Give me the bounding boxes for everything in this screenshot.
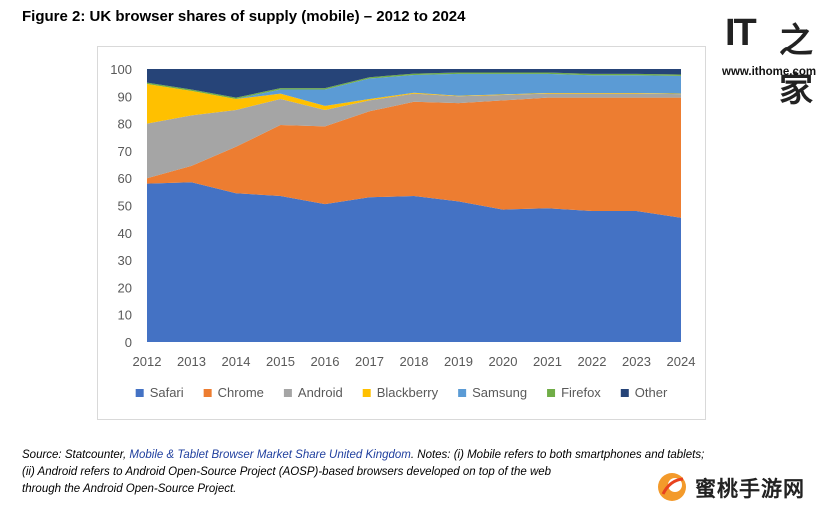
- x-tick-2012: 2012: [133, 354, 162, 369]
- y-tick-10: 10: [118, 308, 132, 323]
- peach-logo-icon: [658, 473, 686, 501]
- legend-swatch-blackberry: [362, 389, 371, 397]
- x-tick-2018: 2018: [400, 354, 429, 369]
- legend-swatch-other: [620, 389, 629, 397]
- x-tick-2024: 2024: [667, 354, 696, 369]
- legend-label-blackberry: Blackberry: [377, 385, 439, 400]
- legend-item-firefox: Firefox: [547, 385, 601, 400]
- x-tick-2014: 2014: [222, 354, 251, 369]
- ithome-logo-mark: 之家: [779, 21, 813, 110]
- area-blackberry: [147, 84, 681, 124]
- legend-label-safari: Safari: [150, 385, 184, 400]
- area-safari: [147, 182, 681, 342]
- legend-label-firefox: Firefox: [561, 385, 601, 400]
- ithome-brand: IT 之家 www.ithome.com: [722, 8, 834, 110]
- legend-label-android: Android: [298, 385, 343, 400]
- legend-item-android: Android: [283, 385, 343, 400]
- area-samsung: [147, 73, 681, 106]
- figure-title: Figure 2: UK browser shares of supply (m…: [22, 8, 466, 25]
- legend-swatch-firefox: [547, 389, 556, 397]
- legend-label-samsung: Samsung: [472, 385, 527, 400]
- ithome-logo-text: IT: [725, 12, 757, 54]
- source-link[interactable]: Mobile & Tablet Browser Market Share Uni…: [129, 449, 411, 461]
- x-tick-2016: 2016: [311, 354, 340, 369]
- legend-label-chrome: Chrome: [218, 385, 264, 400]
- y-tick-90: 90: [118, 89, 132, 104]
- x-axis-ticks: 2012 2013 2014 2015 2016 2017 2018 2019 2020 2021…: [133, 354, 696, 369]
- legend-swatch-chrome: [203, 389, 212, 397]
- chart-legend: Safari Chrome Android Blackberry Samsung Fire…: [135, 385, 668, 400]
- y-tick-100: 100: [110, 62, 132, 77]
- legend-item-blackberry: Blackberry: [362, 385, 439, 400]
- x-tick-2015: 2015: [266, 354, 295, 369]
- legend-item-chrome: Chrome: [203, 385, 264, 400]
- legend-swatch-samsung: [458, 389, 467, 397]
- ithome-url: www.ithome.com: [722, 66, 817, 78]
- site-watermark: 蜜桃手游网: [655, 470, 825, 504]
- y-tick-0: 0: [125, 335, 132, 350]
- area-chrome: [147, 97, 681, 218]
- legend-label-other: Other: [635, 385, 668, 400]
- source-line-2: (ii) Android refers to Android Open-Sour…: [22, 466, 552, 478]
- source-note: Source: Statcounter, Mobile & Tablet Bro…: [22, 447, 822, 498]
- area-other: [147, 69, 681, 98]
- x-tick-2019: 2019: [444, 354, 473, 369]
- x-tick-2023: 2023: [622, 354, 651, 369]
- source-prefix: Source: Statcounter,: [22, 449, 130, 461]
- y-tick-20: 20: [118, 280, 132, 295]
- area-android: [147, 93, 681, 179]
- area-firefox: [147, 72, 681, 100]
- x-tick-2021: 2021: [533, 354, 562, 369]
- ithome-logo: IT 之家: [722, 8, 834, 110]
- source-line1-rest: . Notes: (i) Mobile refers to both smart…: [410, 449, 705, 461]
- x-tick-2017: 2017: [355, 354, 384, 369]
- y-tick-80: 80: [118, 117, 132, 132]
- y-tick-60: 60: [118, 171, 132, 186]
- x-tick-2013: 2013: [177, 354, 206, 369]
- source-line-1: Source: Statcounter, Mobile & Tablet Bro…: [22, 447, 822, 464]
- source-line-3: through the Android Open-Source Project.: [22, 483, 237, 495]
- x-tick-2022: 2022: [578, 354, 607, 369]
- area-series-group: [147, 69, 681, 342]
- legend-swatch-safari: [135, 389, 144, 397]
- y-tick-50: 50: [118, 199, 132, 214]
- y-tick-40: 40: [118, 226, 132, 241]
- watermark-text: 蜜桃手游网: [695, 477, 805, 501]
- y-tick-70: 70: [118, 144, 132, 159]
- legend-item-samsung: Samsung: [458, 385, 527, 400]
- y-tick-30: 30: [118, 253, 132, 268]
- x-tick-2020: 2020: [489, 354, 518, 369]
- y-axis-ticks: 0 10 20 30 40 50 60 70 80 90 100: [110, 62, 132, 350]
- legend-item-safari: Safari: [135, 385, 184, 400]
- legend-item-other: Other: [620, 385, 668, 400]
- legend-swatch-android: [283, 389, 292, 397]
- chart-frame: 0 10 20 30 40 50 60 70 80 90 100 2012 2013 2014 2015 2…: [97, 46, 706, 420]
